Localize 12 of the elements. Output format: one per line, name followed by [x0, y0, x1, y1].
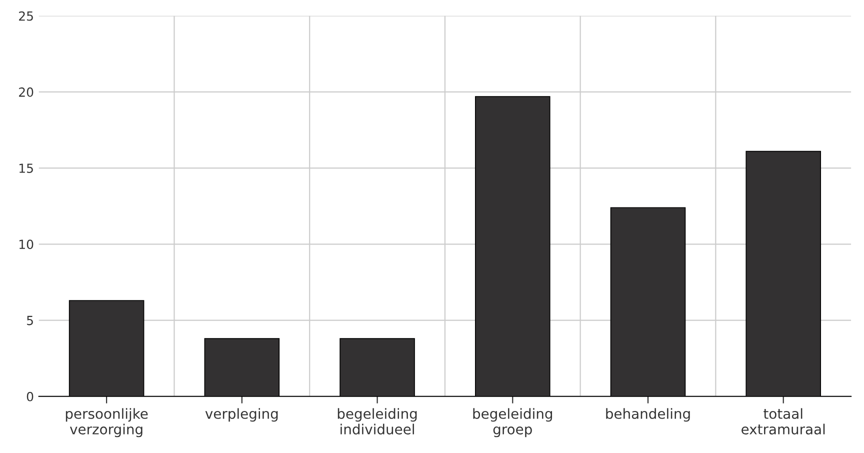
y-tick-label: 20	[19, 87, 34, 97]
y-tick-label: 5	[27, 316, 33, 326]
x-tick-label: verpleging	[205, 408, 278, 422]
x-tick-label: begeleiding groep	[473, 408, 552, 438]
x-tick-label: totaal extramuraal	[742, 408, 825, 434]
x-tick-label: behandeling	[606, 408, 690, 422]
x-tick-label: begeleiding individueel	[338, 408, 417, 434]
y-tick-label: 10	[19, 240, 34, 250]
y-tick-label: 15	[19, 164, 33, 173]
y-tick-label: 25	[19, 11, 33, 21]
x-tick-label: persoonlijke verzorging	[66, 408, 148, 438]
y-tick-label: 0	[26, 392, 34, 402]
